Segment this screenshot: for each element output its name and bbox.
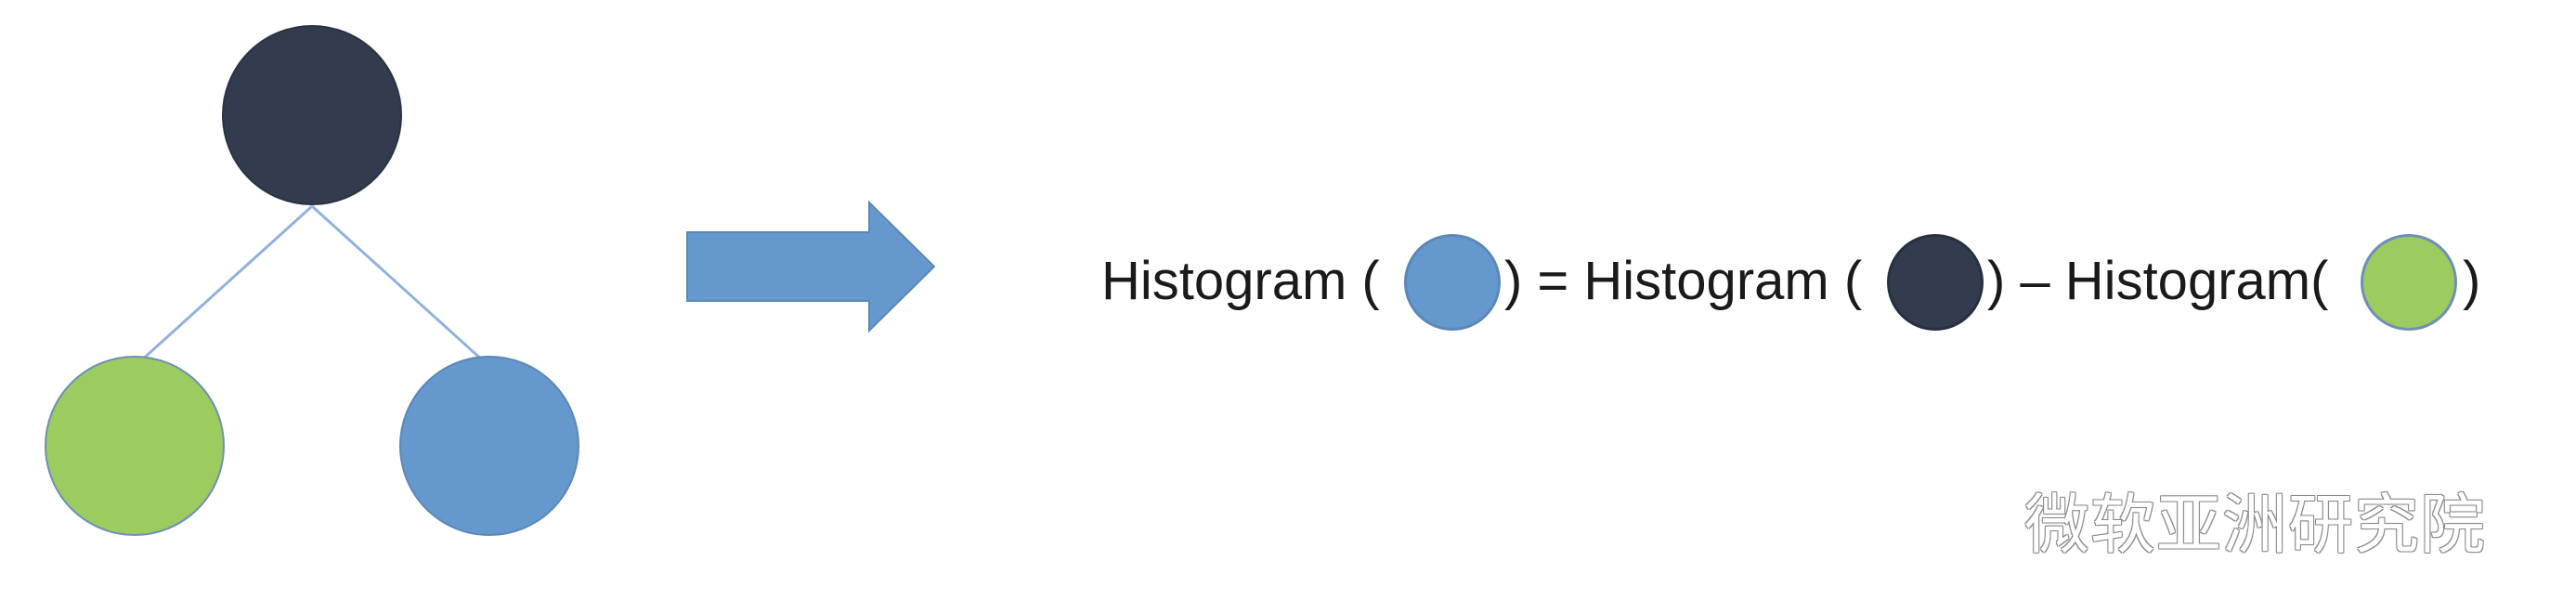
- equation-equals-histogram: ) = Histogram (: [1504, 251, 1863, 311]
- equation-green-circle-icon: [2361, 234, 2457, 331]
- tree-edge-left: [137, 204, 314, 364]
- equation-dark-circle-icon: [1887, 234, 1984, 331]
- equation-closing-paren: ): [2463, 251, 2481, 311]
- right-child-blue-circle: [399, 356, 579, 536]
- root-node-dark-circle: [222, 25, 402, 205]
- equation-lhs-label: Histogram (: [1101, 251, 1380, 311]
- tree-edge-right: [310, 204, 487, 364]
- right-arrow-icon: [686, 200, 936, 333]
- watermark-text: 微软亚洲研究院: [2024, 487, 2486, 563]
- equation-blue-circle-icon: [1404, 234, 1501, 331]
- left-child-green-circle: [45, 356, 225, 536]
- equation-minus-histogram: ) – Histogram(: [1987, 251, 2329, 311]
